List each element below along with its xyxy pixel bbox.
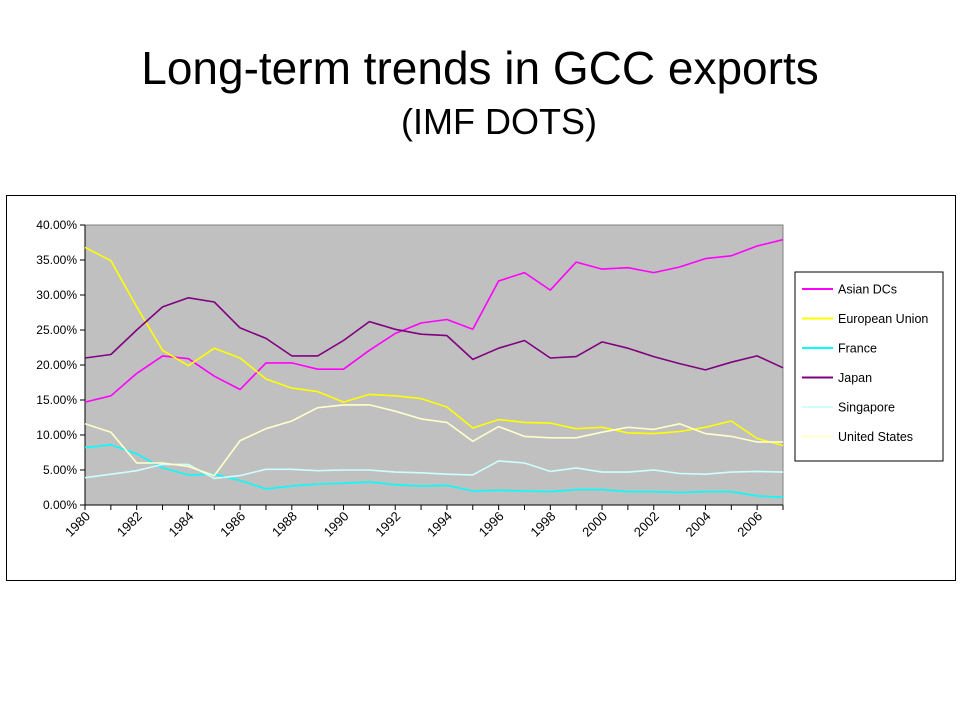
y-tick-label: 35.00% [36, 253, 77, 267]
x-axis: 1980 1982 1984 1986 1988 1990 1992 1994 1996 1998… [62, 504, 784, 540]
x-tick-label: 1998 [527, 509, 558, 540]
x-tick-label: 2000 [579, 509, 610, 540]
legend-label: Japan [838, 371, 872, 385]
plot-area [84, 224, 784, 506]
x-tick-label: 1986 [217, 509, 248, 540]
x-tick-label: 1984 [165, 509, 196, 540]
line-chart: 0.00% 5.00% 10.00% 15.00% 20.00% 25.00% 30.00%… [36, 218, 944, 540]
series-line-france [84, 444, 784, 499]
series-line-japan [84, 297, 784, 371]
x-tick-label: 1982 [114, 509, 145, 540]
legend-label: European Union [838, 312, 928, 326]
x-tick-label: 1992 [372, 509, 403, 540]
y-axis: 0.00% 5.00% 10.00% 15.00% 20.00% 25.00% 30.00%… [36, 218, 86, 512]
series-lines [84, 238, 784, 499]
y-tick-label: 25.00% [36, 323, 77, 337]
y-tick-label: 15.00% [36, 393, 77, 407]
y-tick-label: 0.00% [43, 498, 77, 512]
x-tick-label: 1980 [62, 509, 93, 540]
legend-label: France [838, 342, 877, 356]
y-tick-label: 40.00% [36, 218, 77, 232]
y-tick-label: 20.00% [36, 358, 77, 372]
series-line-united-states [84, 404, 783, 477]
legend: Asian DCs European Union France Japan Singap… [794, 271, 944, 462]
legend-box [794, 271, 944, 462]
series-line-asian-dcs [84, 238, 784, 403]
legend-label: Singapore [838, 401, 895, 415]
x-tick-label: 1994 [424, 509, 455, 540]
x-tick-label: 2004 [683, 509, 714, 540]
x-tick-label: 1996 [476, 509, 507, 540]
y-tick-label: 5.00% [43, 463, 77, 477]
legend-label: Asian DCs [838, 283, 897, 297]
series-line-european-union [84, 246, 784, 447]
x-tick-label: 2006 [734, 509, 765, 540]
x-tick-label: 2002 [631, 509, 662, 540]
slide-title: Long-term trends in GCC exports [141, 42, 819, 94]
y-tick-label: 10.00% [36, 428, 77, 442]
x-tick-label: 1990 [321, 509, 352, 540]
y-tick-label: 30.00% [36, 288, 77, 302]
x-tick-label: 1988 [269, 509, 300, 540]
chart-frame: 0.00% 5.00% 10.00% 15.00% 20.00% 25.00% 30.00%… [6, 195, 956, 581]
slide-subtitle: (IMF DOTS) [401, 101, 597, 142]
legend-label: United States [838, 430, 913, 444]
